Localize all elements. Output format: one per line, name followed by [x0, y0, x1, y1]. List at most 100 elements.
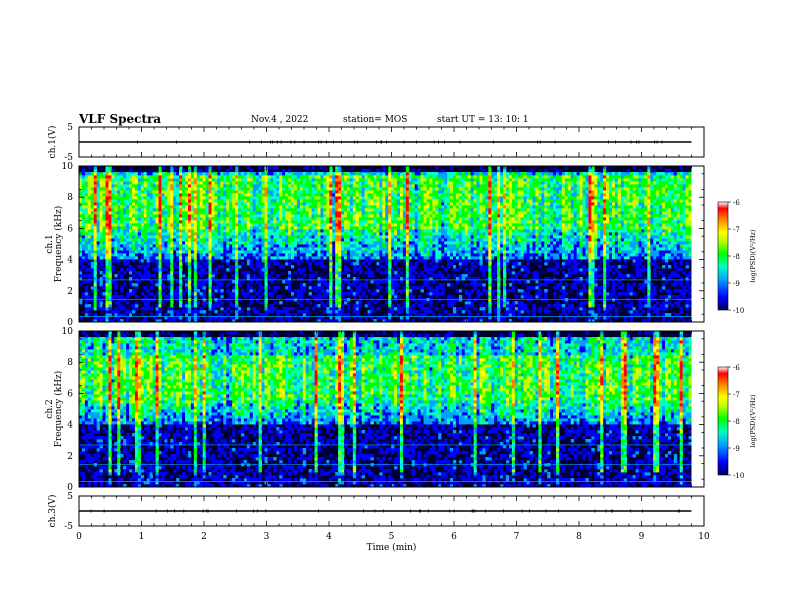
spectrogram-cell	[199, 187, 204, 191]
spectrogram-cell	[332, 316, 336, 320]
spectrogram-cell	[344, 175, 348, 179]
spectrogram-cell	[243, 184, 248, 188]
spectrogram-cell	[270, 205, 274, 209]
spectrogram-cell	[185, 280, 189, 284]
spectrogram-cell	[226, 262, 230, 266]
spectrogram-cell	[235, 313, 239, 317]
spectrogram-cell	[258, 301, 262, 305]
spectrogram-cell	[376, 181, 380, 185]
spectrogram-cell	[193, 196, 198, 200]
spectrogram-cell	[211, 190, 215, 194]
spectrogram-cell	[249, 223, 254, 227]
spectrogram-cell	[323, 205, 327, 209]
spectrogram-cell	[235, 274, 239, 278]
spectrogram-cell	[202, 190, 207, 194]
spectrogram-cell	[335, 265, 339, 269]
spectrogram-cell	[397, 253, 401, 257]
spectrogram-cell	[314, 220, 318, 224]
spectrogram-cell	[220, 241, 224, 245]
spectrogram-cell	[187, 295, 192, 299]
spectrogram-cell	[84, 196, 89, 200]
spectrogram-cell	[179, 211, 183, 215]
spectrogram-cell	[255, 211, 260, 215]
spectrogram-cell	[267, 241, 271, 245]
spectrogram-cell	[232, 295, 236, 299]
spectrogram-cell	[332, 307, 336, 311]
spectrogram-cell	[102, 319, 106, 323]
spectrogram-cell	[87, 196, 92, 200]
spectrogram-cell	[329, 223, 333, 227]
spectrogram-cell	[149, 250, 154, 254]
spectrogram-cell	[205, 256, 209, 260]
spectrogram-cell	[161, 265, 165, 269]
spectrogram-cell	[196, 169, 201, 173]
spectrogram-cell	[79, 259, 83, 263]
spectrogram-cell	[405, 307, 410, 311]
spectrogram-cell	[335, 283, 339, 287]
spectrogram-cell	[270, 241, 274, 245]
spectrogram-cell	[105, 289, 109, 293]
spectrogram-cell	[155, 262, 159, 266]
spectrogram-cell	[344, 298, 348, 302]
spectrogram-cell	[129, 199, 133, 203]
spectrogram-cell	[132, 193, 136, 197]
spectrogram-cell	[161, 226, 165, 230]
spectrogram-cell	[308, 292, 313, 296]
spectrogram-cell	[355, 316, 360, 320]
spectrogram-cell	[349, 205, 354, 209]
spectrogram-cell	[161, 175, 165, 179]
spectrogram-cell	[243, 241, 248, 245]
spectrogram-cell	[99, 286, 103, 290]
spectrogram-cell	[246, 307, 251, 311]
spectrogram-cell	[361, 202, 366, 206]
spectrogram-cell	[317, 283, 321, 287]
spectrogram-cell	[187, 262, 192, 266]
spectrogram-cell	[105, 220, 109, 224]
spectrogram-cell	[170, 253, 174, 257]
spectrogram-cell	[117, 229, 121, 233]
spectrogram-cell	[211, 208, 215, 212]
spectrogram-cell	[99, 214, 103, 218]
spectrogram-cell	[185, 208, 189, 212]
spectrogram-cell	[326, 181, 330, 185]
spectrogram-cell	[111, 190, 115, 194]
spectrogram-cell	[158, 247, 162, 251]
spectrogram-cell	[143, 247, 148, 251]
spectrogram-cell	[84, 253, 89, 257]
spectrogram-cell	[108, 172, 112, 176]
spectrogram-cell	[335, 238, 339, 242]
spectrogram-cell	[190, 190, 195, 194]
spectrogram-cell	[193, 181, 198, 185]
spectrogram-cell	[376, 196, 380, 200]
spectrogram-cell	[205, 205, 209, 209]
spectrogram-cell	[108, 232, 112, 236]
spectrogram-cell	[173, 295, 177, 299]
spectrogram-cell	[270, 244, 274, 248]
spectrogram-cell	[358, 217, 363, 221]
spectrogram-cell	[411, 274, 416, 278]
spectrogram-cell	[258, 241, 262, 245]
spectrogram-cell	[137, 211, 142, 215]
spectrogram-cell	[367, 214, 371, 218]
spectrogram-cell	[140, 274, 145, 278]
spectrogram-cell	[182, 208, 186, 212]
spectrogram-cell	[84, 265, 89, 269]
spectrogram-cell	[388, 277, 392, 281]
spectrogram-cell	[126, 211, 130, 215]
spectrogram-cell	[299, 283, 304, 287]
spectrogram-cell	[96, 289, 101, 293]
spectrogram-cell	[90, 208, 95, 212]
spectrogram-cell	[102, 232, 106, 236]
spectrogram-cell	[240, 274, 245, 278]
spectrogram-cell	[311, 259, 315, 263]
spectrogram-cell	[302, 211, 307, 215]
spectrogram-cell	[252, 268, 257, 272]
spectrogram-cell	[314, 274, 318, 278]
spectrogram-cell	[279, 178, 283, 182]
spectrogram-cell	[149, 178, 154, 182]
spectrogram-cell	[152, 172, 156, 176]
spectrogram-cell	[264, 286, 268, 290]
spectrogram-cell	[134, 196, 139, 200]
spectrogram-cell	[388, 241, 392, 245]
spectrogram-cell	[170, 238, 174, 242]
